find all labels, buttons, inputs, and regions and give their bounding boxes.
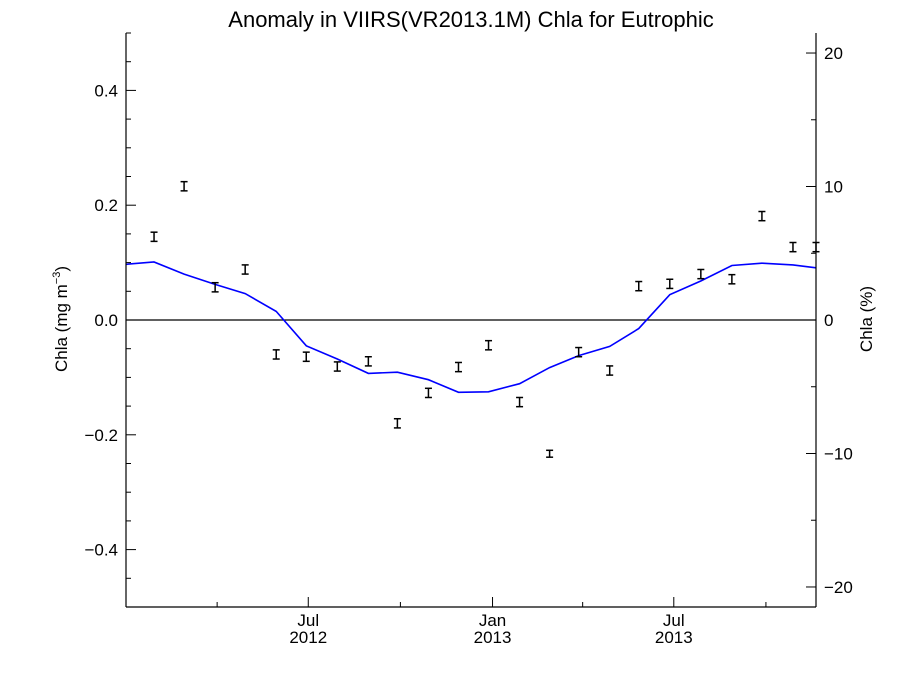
error-bar	[728, 273, 736, 285]
y-tick-label: −0.4	[84, 541, 118, 560]
error-bar	[516, 396, 524, 408]
plot-area	[125, 180, 820, 458]
error-bar	[150, 231, 158, 243]
error-bar	[454, 361, 462, 373]
error-bar	[635, 280, 643, 292]
error-bar	[606, 365, 614, 376]
y-axis-label: Chla (mg m−3)	[51, 266, 71, 372]
y-right-tick-label: 0	[824, 311, 833, 330]
error-bar	[789, 241, 797, 253]
y-right-tick-label: −10	[824, 444, 853, 463]
anomaly-line	[125, 261, 817, 394]
error-bar	[424, 387, 432, 399]
y-axis-right-label: Chla (%)	[857, 286, 876, 352]
error-bar	[485, 339, 493, 351]
x-tick-label-month: Jan	[479, 611, 506, 630]
y-tick-label: 0.0	[94, 311, 118, 330]
error-bar	[697, 268, 705, 280]
y-right-tick-label: −20	[824, 578, 853, 597]
error-bar	[364, 355, 372, 367]
y-tick-label: −0.2	[84, 426, 118, 445]
error-bar	[302, 351, 310, 363]
error-bar	[575, 346, 583, 358]
y-tick-label: 0.2	[94, 196, 118, 215]
error-bar	[666, 278, 674, 290]
error-bar	[272, 349, 280, 360]
error-bar	[333, 361, 341, 372]
error-bar	[180, 180, 188, 192]
x-tick-label-year: 2012	[289, 628, 327, 647]
error-bar	[241, 264, 249, 275]
x-tick-label-year: 2013	[474, 628, 512, 647]
error-bar	[211, 281, 219, 293]
y-axis-right: 20 10 0 −10 −20	[806, 33, 853, 607]
chart-title: Anomaly in VIIRS(VR2013.1M) Chla for Eut…	[228, 7, 713, 32]
error-bar	[393, 417, 401, 429]
x-tick-label-year: 2013	[655, 628, 693, 647]
error-bar	[758, 210, 766, 222]
error-bar	[546, 449, 554, 458]
y-right-tick-label: 10	[824, 178, 843, 197]
x-tick-label-month: Jul	[297, 611, 319, 630]
x-tick-label-month: Jul	[663, 611, 685, 630]
y-axis-left: 0.4 0.2 0.0 −0.2 −0.4	[84, 32, 136, 608]
y-tick-label: 0.4	[94, 81, 118, 100]
y-right-tick-label: 20	[824, 44, 843, 63]
